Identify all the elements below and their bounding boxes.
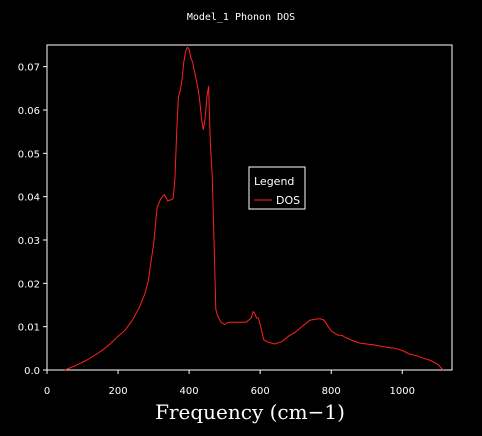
x-tick-label: 400 [180,386,199,397]
plot-frame [46,44,453,371]
legend-title: Legend [254,175,294,188]
x-axis: 0 200 400 600 800 1000 [44,370,415,397]
legend-label-dos: DOS [276,194,300,207]
y-tick-label: 0.06 [18,106,40,117]
x-tick-label: 200 [109,386,128,397]
x-tick-label: 0 [44,386,50,397]
y-tick-label: 0.05 [18,149,40,160]
y-tick-label: 0.07 [18,63,40,74]
y-axis: 0.0 0.01 0.02 0.03 0.04 0.05 0.06 0.07 [18,63,47,377]
y-tick-label: 0.04 [18,193,40,204]
y-tick-label: 0.03 [18,236,40,247]
x-tick-label: 600 [251,386,270,397]
series-layer [64,46,444,371]
series-line-dos [64,46,444,371]
legend: Legend DOS [248,166,306,210]
x-tick-label: 1000 [390,386,415,397]
y-tick-label: 0.02 [18,279,40,290]
chart-title: Model_1 Phonon DOS [187,12,295,23]
y-tick-label: 0.01 [18,323,40,334]
x-tick-label: 800 [322,386,341,397]
y-tick-label: 0.0 [24,366,40,377]
x-axis-label: Frequency (cm−1) [155,400,345,424]
legend-box [248,166,306,210]
